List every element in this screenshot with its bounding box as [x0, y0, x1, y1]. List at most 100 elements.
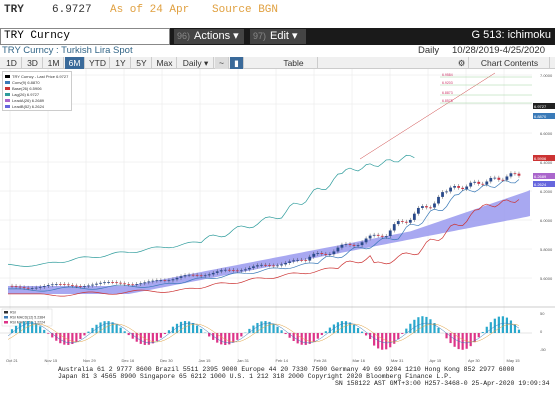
candle-body	[107, 282, 110, 283]
rsi-histogram-bar	[10, 329, 14, 333]
rsi-histogram-bar	[373, 333, 376, 346]
x-axis-label: Dec 30	[160, 358, 173, 363]
rsi-histogram-bar	[27, 321, 30, 333]
rsi-histogram-bar	[320, 333, 323, 336]
candle-body	[264, 264, 267, 266]
candle-body	[83, 286, 86, 287]
candle-body	[143, 282, 147, 284]
candle-body	[425, 206, 428, 208]
line-chart-icon[interactable]: ~	[215, 57, 229, 69]
candle-body	[79, 286, 82, 287]
rsi-histogram-bar	[43, 329, 46, 333]
candle-body	[489, 177, 493, 182]
chart-contents-button[interactable]: Chart Contents	[470, 57, 550, 69]
rsi-histogram-bar	[437, 327, 440, 333]
legend-swatch	[5, 99, 10, 103]
rsi-histogram-bar	[191, 322, 195, 333]
rsi-histogram-bar	[405, 328, 408, 333]
rsi-legend-swatch	[4, 316, 8, 319]
x-axis-label: Dec 16	[122, 358, 135, 363]
fib-level-label: 6.9584	[442, 73, 453, 77]
rsi-histogram-bar	[401, 333, 404, 334]
footer-line-3: SN 158122 AST GMT+3:00 H257-3468-0 25-Ap…	[335, 380, 550, 387]
edit-number: 97)	[253, 31, 267, 41]
legend-text: Conv(9) 6.8870	[12, 80, 40, 85]
base-line	[8, 199, 520, 297]
price-tag-bg	[533, 103, 555, 109]
candle-body	[376, 234, 380, 236]
candle-body	[360, 242, 364, 246]
edit-menu-button[interactable]: 97) Edit ▾	[250, 29, 306, 44]
legend-text: Base(26) 6.5906	[12, 86, 42, 91]
range-6m-button[interactable]: 6M	[65, 57, 85, 69]
rsi-histogram-bar	[163, 333, 167, 335]
candle-body	[284, 262, 288, 265]
y-tick-label: 5.6000	[540, 276, 553, 281]
price-tag-label: 6.5906	[534, 156, 547, 161]
ichimoku-chart: 7.00006.80006.60006.40006.20006.00005.80…	[0, 69, 555, 366]
range-max-button[interactable]: Max	[153, 57, 177, 69]
rsi-histogram-bar	[115, 324, 118, 333]
settings-icon[interactable]: ⚙	[455, 57, 469, 69]
rsi-histogram-bar	[493, 318, 496, 333]
range-ytd-button[interactable]: YTD	[86, 57, 110, 69]
rsi-histogram-bar	[445, 333, 448, 339]
range-1m-button[interactable]: 1M	[44, 57, 64, 69]
price-tag-bg	[533, 173, 555, 179]
table-button[interactable]: Table	[270, 57, 318, 69]
rsi-histogram-bar	[272, 323, 275, 333]
x-axis-label: Apr 30	[468, 358, 481, 363]
candle-body	[280, 264, 283, 266]
rsi-histogram-bar	[51, 333, 54, 338]
range-5y-button[interactable]: 5Y	[132, 57, 152, 69]
candle-body	[135, 284, 139, 285]
y-tick-label: 6.2000	[540, 189, 553, 194]
candle-body	[481, 183, 485, 185]
chart-security-label: TRY Curncy : Turkish Lira Spot	[2, 45, 133, 56]
rsi-histogram-bar	[187, 321, 191, 333]
candle-body	[328, 254, 332, 256]
candle-body	[163, 280, 167, 282]
candle-body	[473, 181, 477, 183]
candle-body	[320, 253, 324, 254]
rsi-histogram-bar	[352, 324, 356, 333]
candle-body	[493, 177, 497, 179]
rsi-histogram-bar	[35, 323, 38, 333]
rsi-histogram-bar	[304, 333, 307, 345]
legend-swatch	[5, 81, 10, 85]
rsi-histogram-bar	[264, 321, 267, 333]
rsi-histogram-bar	[453, 333, 456, 347]
rsi-histogram-bar	[397, 333, 400, 340]
candle-body	[396, 221, 400, 225]
rsi-histogram-bar	[47, 333, 50, 334]
rsi-histogram-bar	[75, 333, 78, 342]
rsi-histogram-bar	[429, 319, 432, 333]
chart-canvas: 7.00006.80006.60006.40006.20006.00005.80…	[0, 69, 555, 365]
candle-chart-icon[interactable]: ▮	[230, 57, 244, 69]
rsi-histogram-bar	[248, 328, 251, 333]
rsi-histogram-bar	[240, 333, 243, 337]
actions-menu-button[interactable]: 96) Actions ▾	[174, 29, 244, 44]
candle-body	[207, 274, 211, 276]
rsi-histogram-bar	[22, 321, 26, 333]
security-text: TRY Curncy	[4, 30, 71, 42]
rsi-histogram-bar	[300, 333, 303, 345]
candle-body	[268, 265, 271, 266]
rsi-histogram-bar	[139, 333, 142, 344]
periodicity-dropdown[interactable]: Daily ▾	[178, 57, 214, 69]
candle-body	[111, 282, 115, 283]
range-1y-button[interactable]: 1Y	[111, 57, 131, 69]
candle-body	[243, 269, 247, 271]
rsi-histogram-bar	[99, 322, 102, 333]
rsi-histogram-bar	[360, 331, 364, 333]
candle-body	[404, 221, 408, 223]
rsi-histogram-bar	[369, 333, 372, 340]
rsi-tick-label: -50	[540, 347, 547, 352]
rsi-histogram-bar	[356, 327, 360, 333]
security-input[interactable]: TRY Curncy	[0, 28, 170, 45]
candle-body	[445, 191, 448, 193]
range-1d-button[interactable]: 1D	[2, 57, 22, 69]
y-tick-label: 6.0000	[540, 218, 553, 223]
rsi-histogram-bar	[517, 329, 521, 333]
range-3d-button[interactable]: 3D	[23, 57, 43, 69]
